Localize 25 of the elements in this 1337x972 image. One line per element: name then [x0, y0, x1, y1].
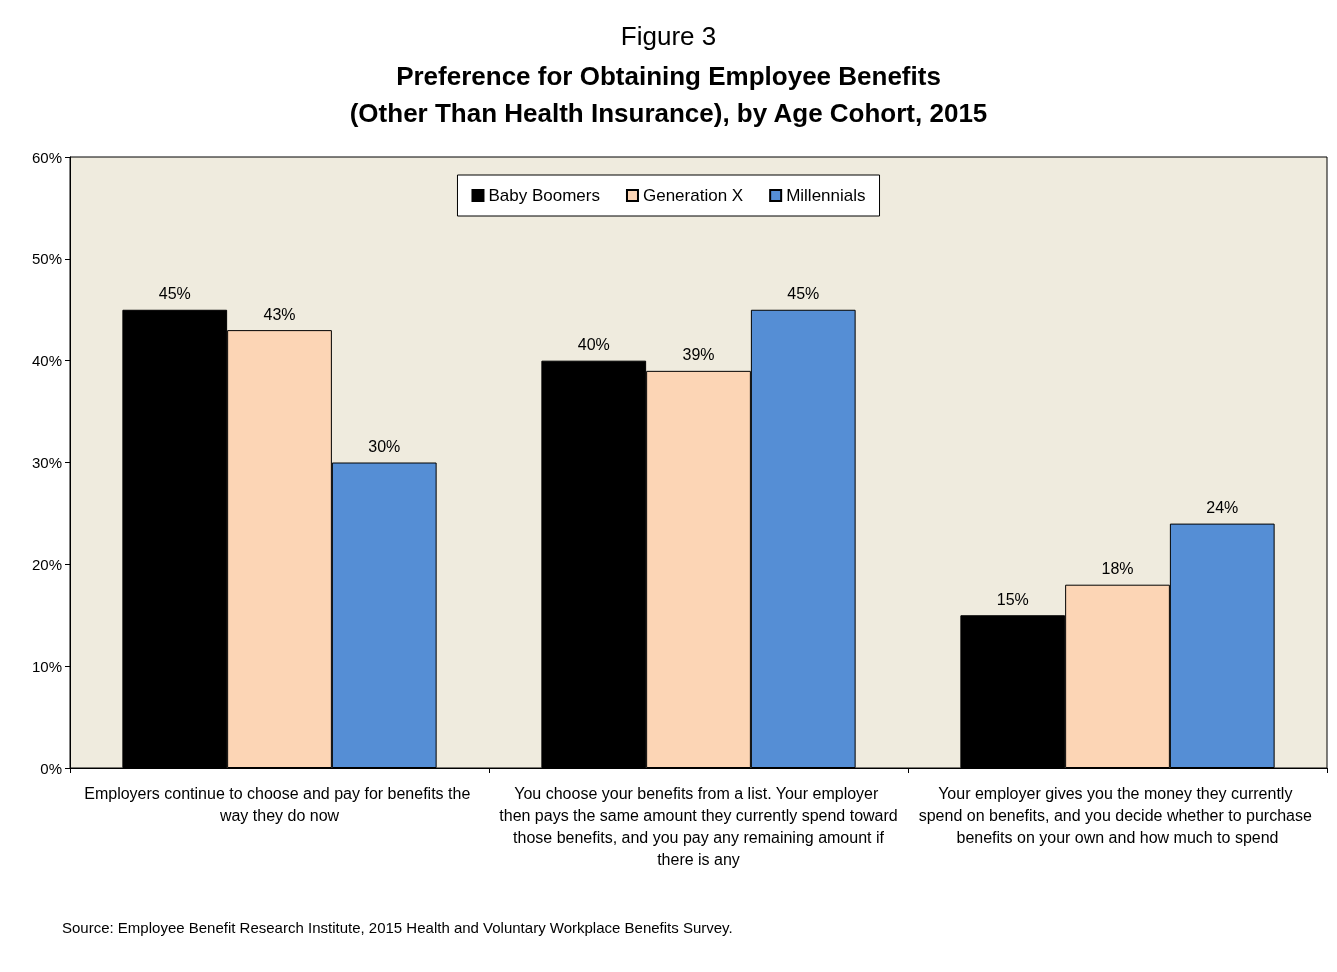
chart-title: Figure 3 — [620, 21, 717, 51]
y-tick-label: 20% — [31, 555, 62, 573]
x-tick-label: Your employer gives you the money they currently spend on benefits, and you decide whether to purchase benefits on your own and how much to spend — [918, 784, 1317, 846]
data-label: 39% — [682, 346, 715, 364]
x-tick-label: Employers continue to choose and pay for benefits the way they do now — [84, 784, 475, 824]
data-label: 43% — [263, 305, 296, 323]
y-tick-label: 60% — [31, 148, 62, 166]
data-label: 15% — [996, 590, 1029, 608]
legend-label: Generation X — [642, 186, 744, 205]
y-tick-label: 0% — [40, 759, 62, 777]
chart-subtitle: Preference for Obtaining Employee Benefits (Other Than Health Insurance), by Age Cohort, 2015 — [349, 60, 988, 128]
y-tick-label: 40% — [31, 352, 62, 370]
data-label: 45% — [158, 285, 191, 303]
x-tick-label: You choose your benefits from a list. Your employer then pays the same amount they currently spend toward those benefits, and you pay any remaining amount if there is any — [499, 784, 898, 868]
legend-label: Baby Boomers — [488, 186, 600, 205]
source-note: Source: Employee Benefit Research Institute, 2015 Health and Voluntary Workplace Benefits Survey. — [62, 919, 733, 936]
y-tick-label: 10% — [31, 657, 62, 675]
data-label: 45% — [787, 285, 820, 303]
data-label: 30% — [368, 438, 401, 455]
y-tick-label: 50% — [31, 250, 62, 268]
data-label: 18% — [1101, 560, 1134, 578]
legend-label: Millennials — [786, 186, 866, 205]
y-tick-label: 30% — [31, 454, 62, 471]
data-label: 40% — [577, 336, 610, 354]
data-label: 24% — [1206, 499, 1239, 517]
